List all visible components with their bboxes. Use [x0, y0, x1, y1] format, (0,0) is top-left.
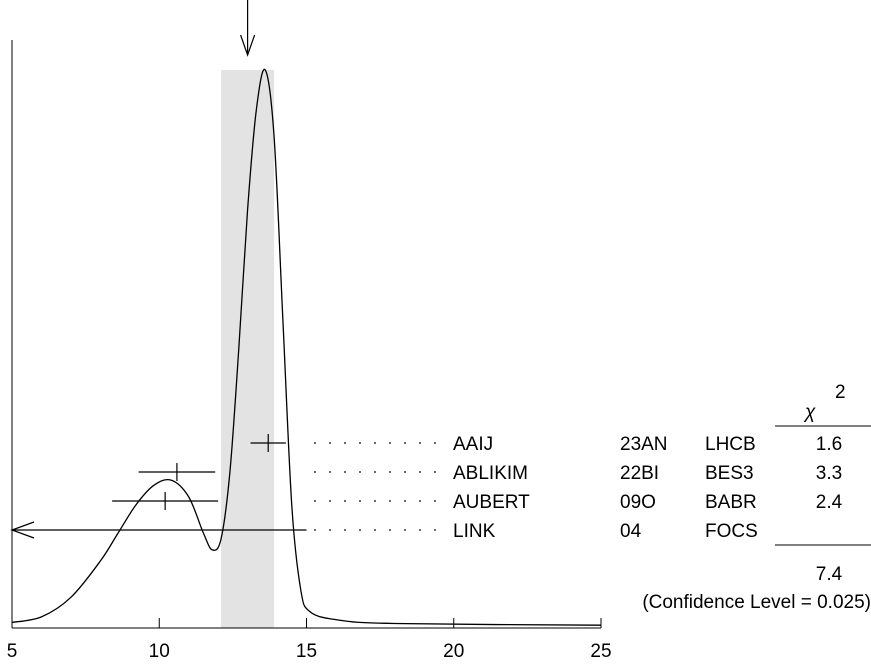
leader-dot	[419, 500, 421, 502]
leader-dot	[344, 529, 346, 531]
x-tick-label: 15	[296, 641, 317, 662]
leader-dot	[374, 529, 376, 531]
measurement-row: ABLIKIM 22BI BES3 3.3	[138, 463, 842, 484]
leader-dot	[404, 529, 406, 531]
leader-dot	[329, 471, 331, 473]
leader-dot	[329, 500, 331, 502]
leader-dot	[359, 500, 361, 502]
experiment-label: FOCS	[705, 521, 758, 542]
leader-dot	[389, 500, 391, 502]
leader-dot	[389, 442, 391, 444]
axes-layer: 5 10 15 20 25	[7, 40, 612, 662]
leader-dot	[374, 471, 376, 473]
leader-dot	[359, 529, 361, 531]
leader-dot	[344, 500, 346, 502]
confidence-level: (Confidence Level = 0.025)	[642, 592, 871, 613]
x-tick-label: 20	[443, 641, 464, 662]
measurement-row: LINK 04 FOCS	[10, 521, 758, 542]
leader-dot	[404, 471, 406, 473]
reference-label: 04	[620, 521, 642, 542]
weighted-average-band	[221, 70, 275, 628]
leader-dot	[314, 471, 316, 473]
experiment-label: BES3	[705, 463, 754, 484]
reference-label: 22BI	[620, 463, 659, 484]
leader-dot	[434, 471, 436, 473]
x-tick-label: 25	[590, 641, 611, 662]
reference-label: 09O	[620, 492, 656, 513]
leader-dot	[374, 500, 376, 502]
leader-dot	[359, 471, 361, 473]
leader-dot	[329, 442, 331, 444]
leader-dot	[434, 442, 436, 444]
measurement-row: AAIJ 23AN LHCB 1.6	[250, 434, 842, 455]
author-label: AAIJ	[453, 434, 493, 455]
experiment-label: BABR	[705, 492, 757, 513]
leader-dot	[419, 442, 421, 444]
weighted-average-arrow	[240, 0, 256, 57]
leader-dot	[314, 500, 316, 502]
chi2-value: 2.4	[816, 492, 843, 513]
author-label: ABLIKIM	[453, 463, 528, 484]
leader-dot	[359, 442, 361, 444]
chi2-value: 3.3	[816, 463, 842, 484]
leader-dot	[344, 442, 346, 444]
author-label: LINK	[453, 521, 496, 542]
curve-layer	[11, 68, 602, 626]
leader-dot	[404, 442, 406, 444]
chi2-total: 7.4	[816, 564, 843, 585]
x-tick-label: 10	[149, 641, 170, 662]
ideogram-curve	[11, 68, 602, 626]
leader-dot	[389, 471, 391, 473]
reference-label: 23AN	[620, 434, 668, 455]
upper-limit-arrow	[10, 521, 35, 539]
leader-dot	[404, 500, 406, 502]
experiment-label: LHCB	[705, 434, 756, 455]
leader-dot	[314, 529, 316, 531]
leader-dot	[374, 442, 376, 444]
x-tick-label: 5	[7, 641, 18, 662]
leader-dot	[419, 529, 421, 531]
leader-dot	[389, 529, 391, 531]
leader-dot	[434, 529, 436, 531]
chi2-superscript: 2	[835, 382, 846, 403]
chi2-table: χ 2 7.4 (Confidence Level = 0.025)	[642, 382, 871, 613]
author-label: AUBERT	[453, 492, 530, 513]
average-arrow-head	[240, 34, 256, 57]
leader-dot	[434, 500, 436, 502]
shaded-band-layer	[221, 70, 275, 628]
measurement-row: AUBERT 09O BABR 2.4	[112, 492, 843, 513]
chi2-header: χ	[803, 402, 816, 423]
chi2-value: 1.6	[816, 434, 842, 455]
leader-dot	[419, 471, 421, 473]
leader-dot	[329, 529, 331, 531]
leader-dot	[314, 442, 316, 444]
leader-dot	[344, 471, 346, 473]
measurements-layer: AAIJ 23AN LHCB 1.6 ABLIKIM 22BI BES3 3.3 AUBERT 0…	[10, 434, 843, 542]
